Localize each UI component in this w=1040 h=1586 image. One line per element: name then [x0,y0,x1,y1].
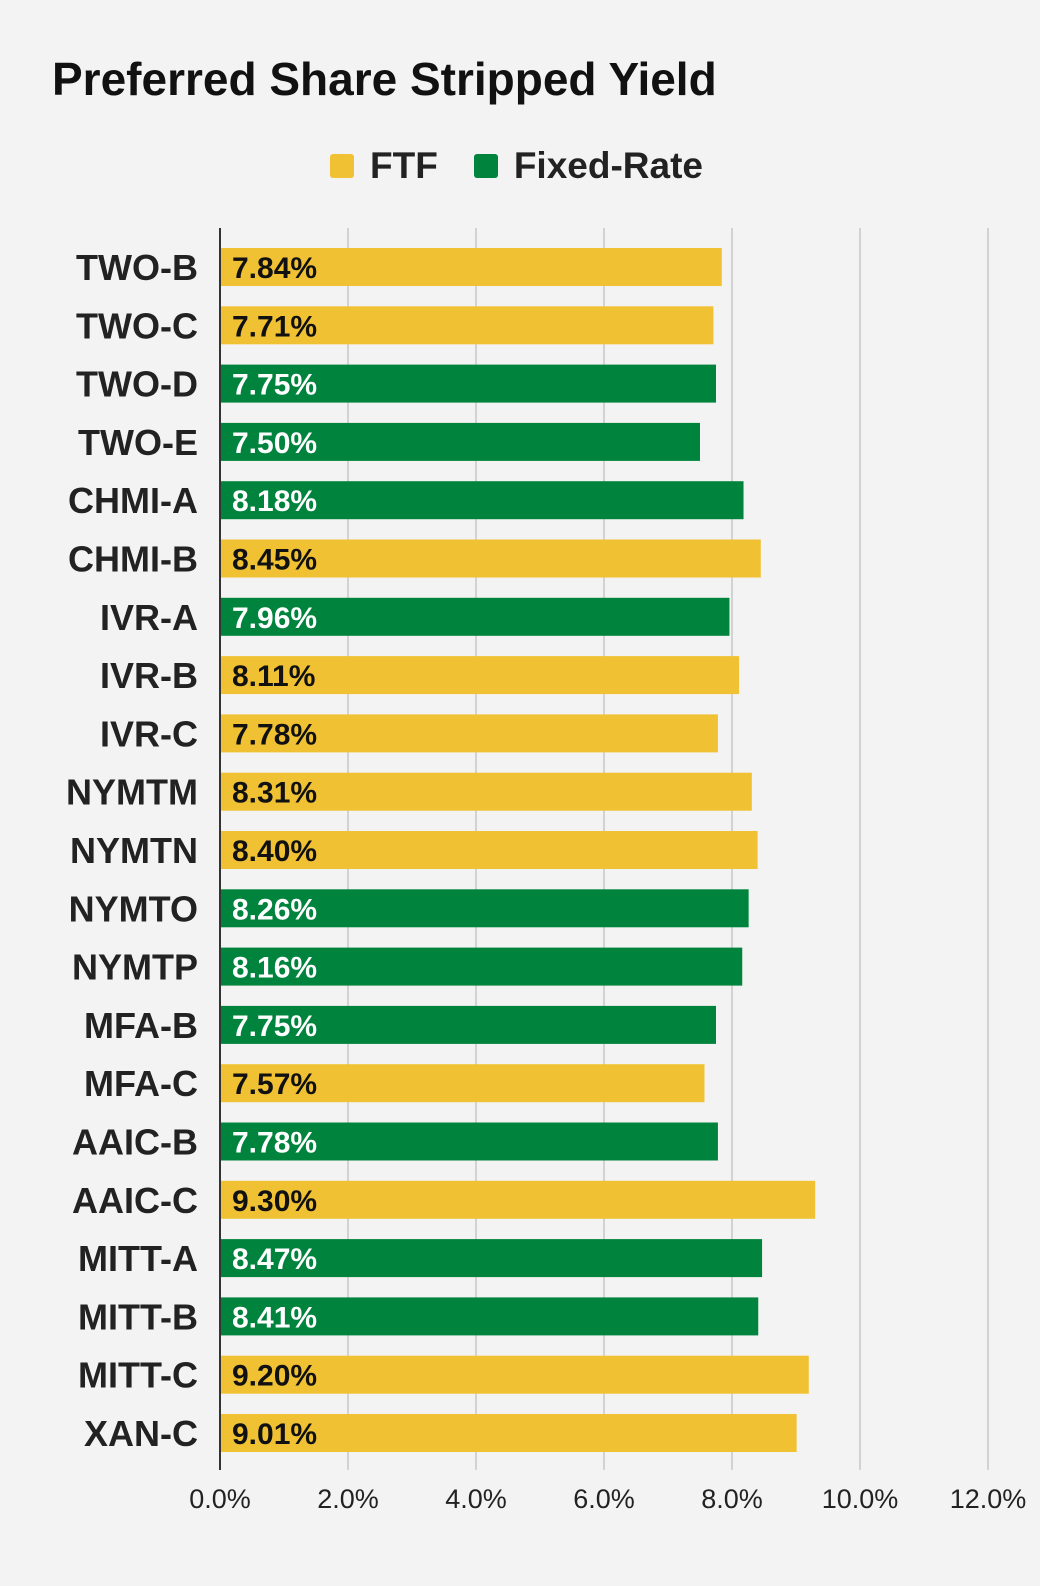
bar-value-label: 8.31% [232,777,317,810]
bar-value-label: 7.50% [232,427,317,460]
category-label: MITT-A [78,1238,198,1279]
category-label: CHMI-A [68,480,198,521]
bar-value-label: 8.18% [232,485,317,518]
x-tick-label: 12.0% [950,1484,1027,1514]
bar [220,1239,763,1278]
bar-value-label: 7.78% [232,718,317,751]
bar [220,1122,718,1161]
category-label: XAN-C [84,1413,198,1454]
bar [220,714,718,753]
bar-value-label: 8.41% [232,1301,317,1334]
category-label: MFA-B [84,1005,198,1046]
category-label: CHMI-B [68,539,198,580]
bar-value-label: 7.96% [232,602,317,635]
legend-swatch-ftf [330,154,354,178]
category-label: NYMTN [70,830,198,871]
bar [220,656,740,695]
category-label: IVR-A [100,597,198,638]
bar [220,248,722,286]
category-label: NYMTP [72,947,198,988]
category-label: MFA-C [84,1063,198,1104]
bar-value-label: 9.20% [232,1360,317,1393]
category-label: MITT-C [78,1355,198,1396]
bar [220,1414,797,1452]
bar [220,364,716,403]
bar-value-label: 9.30% [232,1185,317,1218]
bar [220,1005,716,1044]
category-label: TWO-B [76,247,198,288]
category-label: MITT-B [78,1296,198,1337]
bar-value-label: 9.01% [232,1418,317,1451]
x-tick-label: 0.0% [189,1484,251,1514]
bar-value-label: 7.57% [232,1068,317,1101]
category-label: AAIC-B [72,1122,198,1163]
bar [220,422,700,461]
legend-swatch-fixed-rate [473,154,498,178]
bar [220,306,714,345]
category-label: TWO-E [78,422,198,463]
bar [220,1064,705,1103]
bar-value-label: 7.78% [232,1127,317,1160]
bar [220,1355,809,1394]
bar-value-label: 7.75% [232,1010,317,1043]
category-label: TWO-C [76,305,198,346]
bar [220,539,761,578]
bar-value-label: 7.75% [232,369,317,402]
bar [220,772,752,811]
category-label: IVR-B [100,655,198,696]
bar [220,1297,759,1336]
legend-label-ftf: FTF [370,145,438,186]
chart-title: Preferred Share Stripped Yield [52,53,717,105]
bar-value-label: 7.84% [232,252,317,285]
bar-value-label: 8.45% [232,544,317,577]
bar [220,831,758,869]
bar [220,947,743,986]
x-tick-label: 8.0% [701,1484,763,1514]
bar-value-label: 8.16% [232,952,317,985]
x-tick-label: 2.0% [317,1484,379,1514]
bar-value-label: 7.71% [232,310,317,343]
x-tick-label: 4.0% [445,1484,507,1514]
legend-item-ftf: FTF [330,145,438,187]
category-label: IVR-C [100,713,198,754]
legend: FTF Fixed-Rate [330,145,739,187]
category-label: AAIC-C [72,1180,198,1221]
bar-value-label: 8.11% [232,660,315,693]
category-label: TWO-D [76,364,198,405]
bar [220,597,730,636]
legend-label-fixed-rate: Fixed-Rate [513,145,703,186]
bar-value-label: 8.47% [232,1243,317,1276]
bar [220,889,749,928]
bar [220,1180,816,1219]
bar-value-label: 8.26% [232,893,317,926]
x-tick-label: 6.0% [573,1484,635,1514]
bar [220,481,744,520]
legend-item-fixed-rate: Fixed-Rate [473,145,703,187]
x-tick-label: 10.0% [822,1484,899,1514]
category-label: NYMTM [66,772,198,813]
category-label: NYMTO [69,888,198,929]
bar-value-label: 8.40% [232,835,317,868]
